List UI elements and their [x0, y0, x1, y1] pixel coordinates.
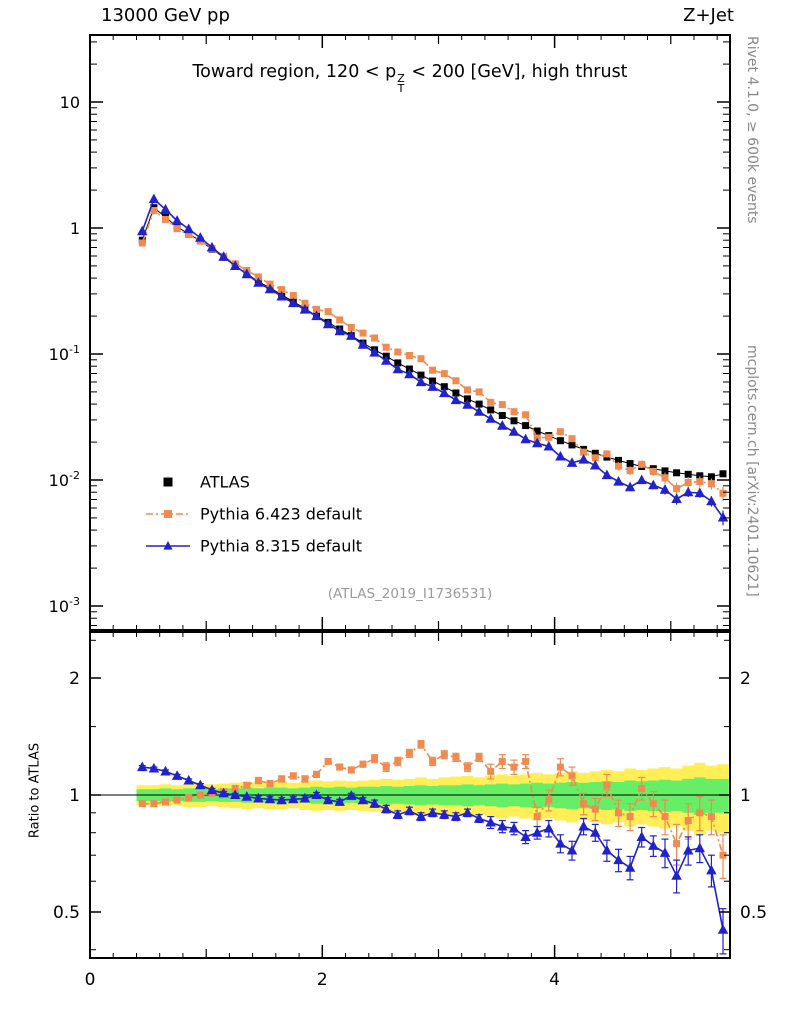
pythia8-line	[141, 197, 724, 518]
y-ratio-tick-label-left: 2	[69, 669, 80, 689]
legend: ATLAS Pythia 6.423 default Pythia 8.315 de…	[146, 473, 362, 556]
y-main-tick-label: 1	[70, 219, 80, 238]
legend-label: ATLAS	[200, 473, 250, 492]
plot-title-pre: Toward region, 120 < p	[192, 62, 397, 82]
y-main-tick-label: 10	[60, 93, 80, 112]
ratio-axis-label: Ratio to ATLAS	[27, 742, 43, 839]
pythia6-line	[141, 209, 724, 494]
y-main-tick-label: 10-1	[49, 343, 80, 364]
ratio-panel-curves	[137, 739, 729, 955]
main-panel-curves	[137, 193, 729, 526]
analysis-watermark: (ATLAS_2019_I1736531)	[327, 586, 493, 602]
y-ratio-tick-label-left: 1	[69, 786, 80, 806]
mcplots-arxiv-note: mcplots.cern.ch [arXiv:2401.10621]	[744, 345, 760, 597]
legend-label: Pythia 8.315 default	[200, 537, 362, 556]
process-label: Z+Jet	[683, 5, 734, 26]
x-tick-label: 2	[317, 970, 328, 990]
x-tick-label: 0	[85, 970, 96, 990]
y-ratio-tick-label-left: 0.5	[53, 903, 80, 923]
axes-frames-and-ticks: 0 2 4 10 1 10-1 10-2 10-3 2 2 1 1 0.5 0.5	[49, 34, 767, 990]
y-ratio-tick-label-right: 1	[740, 786, 751, 806]
plot-title-sup: Z	[397, 72, 405, 85]
legend-label: Pythia 6.423 default	[200, 505, 362, 524]
beam-energy-label: 13000 GeV pp	[101, 5, 230, 26]
plot-title-sub: T	[397, 82, 405, 95]
x-tick-label: 4	[549, 970, 560, 990]
atlas-line	[141, 206, 724, 478]
rivet-version-note: Rivet 4.1.0, ≥ 600k events	[744, 36, 760, 224]
y-main-tick-label: 10-3	[49, 595, 80, 616]
y-ratio-tick-label-right: 0.5	[740, 903, 767, 923]
main-panel-frame	[89, 34, 731, 631]
y-ratio-tick-label-right: 2	[740, 669, 751, 689]
plot-title-post: < 200 [GeV], high thrust	[405, 62, 628, 82]
y-main-tick-label: 10-2	[49, 469, 80, 490]
